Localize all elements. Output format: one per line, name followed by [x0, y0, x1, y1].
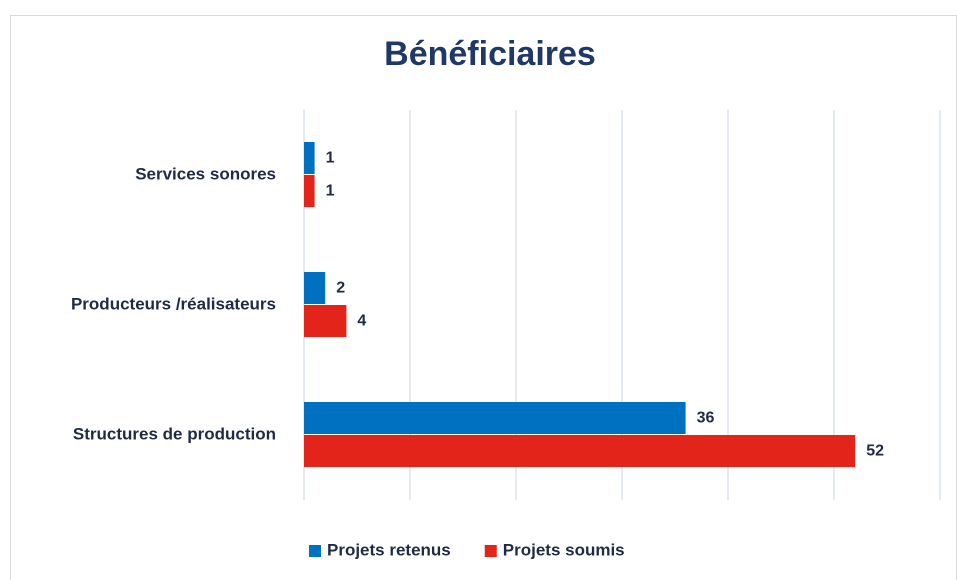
legend-label: Projets retenus — [327, 540, 451, 559]
data-label: 1 — [326, 183, 335, 200]
data-label: 2 — [336, 280, 345, 297]
data-label: 1 — [326, 150, 335, 167]
bar — [304, 435, 856, 467]
data-label: 52 — [866, 443, 884, 460]
bar — [304, 142, 315, 174]
chart-frame — [10, 15, 957, 580]
chart-title: Bénéficiaires — [384, 35, 596, 73]
legend-label: Projets soumis — [503, 540, 625, 559]
bar — [304, 305, 347, 337]
legend-swatch — [484, 545, 497, 557]
legend-swatch — [309, 545, 321, 557]
data-label: 36 — [697, 410, 715, 427]
bar — [304, 175, 315, 207]
y-tick-label: Producteurs /réalisateurs — [71, 294, 276, 313]
data-label: 4 — [357, 313, 366, 330]
bar — [304, 272, 326, 304]
y-tick-label: Services sonores — [135, 164, 276, 183]
y-tick-label: Structures de production — [73, 424, 276, 443]
bar — [304, 402, 686, 434]
